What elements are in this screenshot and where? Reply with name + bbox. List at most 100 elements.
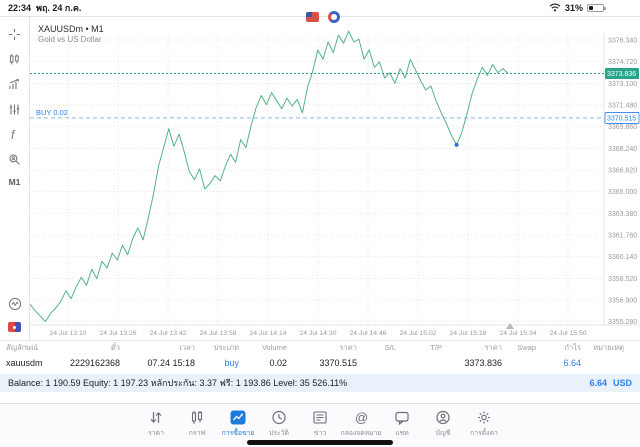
objects-settings-icon[interactable] — [8, 102, 22, 116]
tab-history[interactable]: ประวัติ — [259, 410, 300, 438]
col-volume: Volume — [261, 343, 287, 352]
floating-profit: 6.64 — [589, 378, 607, 388]
col-ticket: ตั๋ว — [110, 342, 120, 352]
col-sl: S/L — [384, 343, 396, 352]
chart-toolbar: f M1 — [0, 16, 30, 340]
cell-symbol: xauusdm — [6, 358, 43, 368]
svg-text:3358.520: 3358.520 — [608, 276, 637, 283]
timeframe-button[interactable]: M1 — [8, 177, 21, 187]
svg-text:24 Jul 15:18: 24 Jul 15:18 — [449, 330, 486, 337]
tab-quotes[interactable]: ราคา — [136, 410, 177, 438]
bottom-tab-bar: ราคา กราฟ การซื้อขาย ประวัติ ข่าว @ กล่อ… — [0, 403, 640, 447]
chat-bubble-icon — [395, 411, 409, 425]
svg-text:3370.515: 3370.515 — [607, 115, 636, 122]
chart-type-icon[interactable] — [8, 52, 22, 66]
trade-chart-icon — [230, 410, 246, 425]
chart-title: XAUUSDm • M1 Gold vs US Dollar — [38, 24, 104, 45]
svg-text:f: f — [11, 128, 16, 141]
col-swap: Swap — [517, 343, 536, 352]
tab-accounts[interactable]: บัญชี — [423, 410, 464, 438]
svg-text:3368.240: 3368.240 — [608, 146, 637, 153]
date-text: พฤ. 24 ก.ค. — [36, 3, 82, 13]
svg-text:3356.900: 3356.900 — [608, 298, 637, 305]
object-search-icon[interactable] — [8, 152, 22, 166]
col-tp: T/P — [430, 343, 442, 352]
svg-text:3371.480: 3371.480 — [608, 103, 637, 110]
svg-text:@: @ — [355, 410, 368, 425]
svg-text:24 Jul 14:46: 24 Jul 14:46 — [349, 330, 386, 337]
svg-text:BUY 0.02: BUY 0.02 — [36, 108, 68, 117]
svg-text:24 Jul 15:02: 24 Jul 15:02 — [399, 330, 436, 337]
svg-text:24 Jul 15:50: 24 Jul 15:50 — [549, 330, 586, 337]
col-symbol: สัญลักษณ์ — [6, 342, 39, 352]
svg-text:24 Jul 13:42: 24 Jul 13:42 — [149, 330, 186, 337]
tab-trade[interactable]: การซื้อขาย — [218, 410, 259, 438]
chart-symbol-label: XAUUSDm • M1 — [38, 24, 104, 34]
cell-type: buy — [224, 358, 239, 368]
cell-volume: 0.02 — [269, 358, 287, 368]
news-flag-icon[interactable] — [8, 322, 21, 332]
svg-text:3373.836: 3373.836 — [607, 71, 636, 78]
account-summary-text: Balance: 1 190.59 Equity: 1 197.23 หลักป… — [8, 378, 348, 388]
tab-settings[interactable]: การตั้งค่า — [464, 410, 505, 438]
svg-text:3366.620: 3366.620 — [608, 168, 637, 175]
svg-text:3355.280: 3355.280 — [608, 319, 637, 326]
event-clock-icon[interactable] — [328, 11, 340, 23]
account-summary-bar: Balance: 1 190.59 Equity: 1 197.23 หลักป… — [0, 374, 640, 392]
position-row[interactable]: xauusdm 2229162368 07.24 15:18 buy 0.02 … — [0, 354, 640, 372]
battery-icon — [587, 4, 606, 12]
col-current-price: ราคา — [484, 342, 502, 352]
svg-text:3374.720: 3374.720 — [608, 59, 637, 66]
candles-icon — [191, 411, 203, 424]
economic-calendar-icon[interactable] — [8, 297, 22, 311]
status-bar: 22:34 พฤ. 24 ก.ค. 31% — [0, 0, 640, 16]
svg-text:24 Jul 13:58: 24 Jul 13:58 — [199, 330, 236, 337]
svg-text:24 Jul 14:30: 24 Jul 14:30 — [299, 330, 336, 337]
col-type: ประเภท — [213, 342, 239, 352]
svg-text:24 Jul 13:26: 24 Jul 13:26 — [99, 330, 136, 337]
svg-text:24 Jul 14:14: 24 Jul 14:14 — [249, 330, 286, 337]
newspaper-icon — [313, 411, 327, 424]
svg-text:3361.760: 3361.760 — [608, 233, 637, 240]
tab-mailbox[interactable]: @ กล่องจดหมาย — [340, 410, 382, 437]
svg-text:3363.380: 3363.380 — [608, 211, 637, 218]
svg-text:24 Jul 15:34: 24 Jul 15:34 — [499, 330, 536, 337]
tab-news[interactable]: ข่าว — [300, 410, 341, 438]
svg-text:3369.860: 3369.860 — [608, 124, 637, 131]
event-flag-icon[interactable] — [306, 12, 319, 22]
price-chart[interactable]: 3376.340 3374.720 3373.100 3371.480 3369.860… — [29, 17, 640, 341]
battery-percent: 31% — [564, 3, 583, 13]
svg-text:3376.340: 3376.340 — [608, 38, 637, 45]
person-circle-icon — [436, 410, 450, 425]
cell-profit: 6.64 — [563, 358, 581, 368]
gear-icon — [478, 411, 490, 424]
cell-current-price: 3373.836 — [464, 358, 502, 368]
clock-text: 22:34 — [8, 3, 32, 13]
col-time: เวลา — [179, 342, 195, 352]
svg-text:3360.140: 3360.140 — [608, 254, 637, 261]
cell-ticket: 2229162368 — [70, 358, 120, 368]
at-sign-icon: @ — [355, 410, 368, 425]
chart-description-label: Gold vs US Dollar — [38, 35, 102, 45]
tab-charts[interactable]: กราฟ — [177, 410, 218, 438]
indicators-icon[interactable] — [8, 77, 22, 91]
clock-icon — [272, 410, 286, 425]
positions-table-header: สัญลักษณ์ ตั๋ว เวลา ประเภท Volume ราคา S… — [0, 340, 640, 354]
cell-open-price: 3370.515 — [319, 358, 357, 368]
calendar-event-markers — [306, 11, 340, 23]
cell-time: 07.24 15:18 — [147, 358, 195, 368]
crosshair-icon[interactable] — [8, 27, 22, 41]
account-currency: USD — [612, 378, 632, 388]
col-comment: หมายเหตุ — [593, 342, 624, 352]
functions-icon[interactable]: f — [8, 127, 22, 141]
quotes-arrows-icon — [150, 412, 162, 423]
svg-text:3365.000: 3365.000 — [608, 189, 637, 196]
chart-region: 3376.340 3374.720 3373.100 3371.480 3369.860… — [29, 16, 640, 341]
svg-text:24 Jul 13:10: 24 Jul 13:10 — [49, 330, 86, 337]
home-indicator[interactable] — [247, 440, 393, 445]
col-open-price: ราคา — [339, 342, 357, 352]
wifi-icon — [549, 3, 561, 14]
tab-chat[interactable]: แชท — [382, 410, 423, 438]
col-profit: กำไร — [564, 342, 581, 352]
